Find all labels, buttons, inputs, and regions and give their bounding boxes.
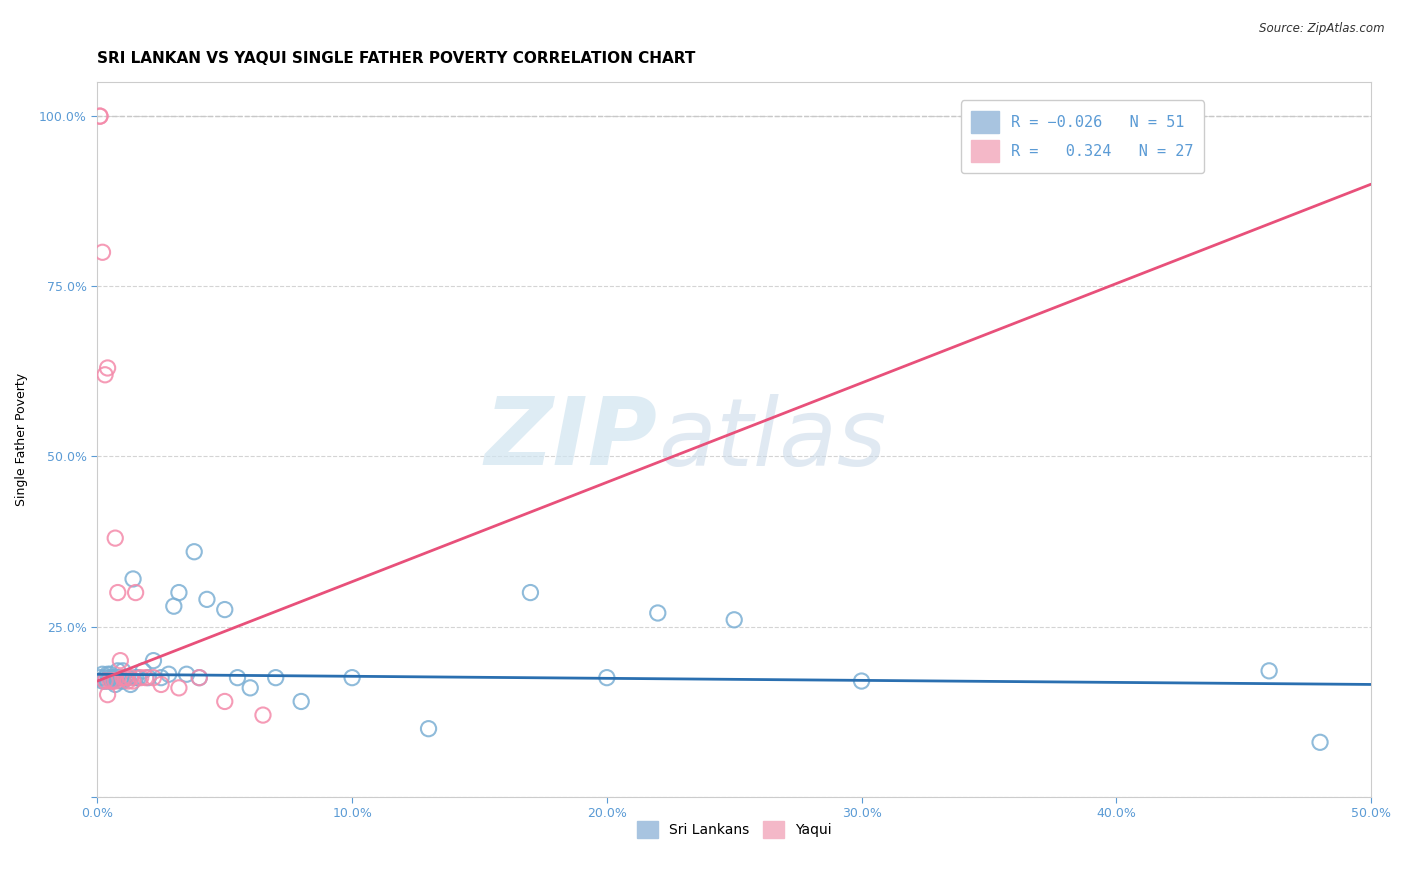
Point [183, 545, 205, 559]
Point [111, 671, 134, 685]
Point [89, 109, 111, 123]
Point [290, 694, 312, 708]
Point [124, 585, 146, 599]
Point [647, 606, 669, 620]
Point [97, 361, 120, 376]
Point [91, 667, 114, 681]
Point [97, 674, 120, 689]
Point [110, 654, 132, 668]
Point [122, 674, 145, 689]
Point [111, 674, 134, 689]
Point [163, 599, 186, 614]
Text: atlas: atlas [658, 394, 886, 485]
Point [94, 674, 117, 689]
Point [596, 671, 619, 685]
Point [340, 671, 363, 685]
Point [91, 245, 114, 260]
Point [138, 671, 160, 685]
Point [135, 671, 157, 685]
Point [132, 664, 155, 678]
Point [188, 671, 211, 685]
Point [122, 572, 145, 586]
Point [124, 671, 146, 685]
Point [110, 674, 132, 689]
Point [110, 671, 132, 685]
Point [101, 671, 124, 685]
Point [104, 671, 127, 685]
Point [117, 671, 139, 685]
Point [264, 671, 287, 685]
Point [723, 613, 745, 627]
Point [107, 664, 129, 678]
Point [94, 368, 117, 382]
Point [107, 671, 129, 685]
Point [1258, 664, 1281, 678]
Point [104, 674, 127, 689]
Point [214, 602, 236, 616]
Point [91, 674, 114, 689]
Point [252, 708, 274, 723]
Point [851, 674, 873, 689]
Point [114, 671, 136, 685]
Point [97, 667, 120, 681]
Point [98, 671, 121, 685]
Point [418, 722, 440, 736]
Point [104, 671, 127, 685]
Point [142, 654, 165, 668]
Text: ZIP: ZIP [485, 393, 658, 485]
Point [104, 677, 127, 691]
Point [157, 667, 180, 681]
Point [127, 671, 149, 685]
Point [101, 674, 124, 689]
Point [1309, 735, 1331, 749]
Point [188, 671, 211, 685]
Point [117, 674, 139, 689]
Point [519, 585, 541, 599]
Point [98, 674, 121, 689]
Point [111, 664, 134, 678]
Text: Source: ZipAtlas.com: Source: ZipAtlas.com [1260, 22, 1385, 36]
Point [97, 688, 120, 702]
Legend: Sri Lankans, Yaqui: Sri Lankans, Yaqui [631, 815, 837, 844]
Point [104, 531, 127, 545]
Point [120, 671, 142, 685]
Point [226, 671, 249, 685]
Point [214, 694, 236, 708]
Point [114, 671, 136, 685]
Point [150, 677, 173, 691]
Point [167, 681, 190, 695]
Point [150, 671, 173, 685]
Point [107, 585, 129, 599]
Point [239, 681, 262, 695]
Text: SRI LANKAN VS YAQUI SINGLE FATHER POVERTY CORRELATION CHART: SRI LANKAN VS YAQUI SINGLE FATHER POVERT… [97, 51, 696, 66]
Point [94, 674, 117, 689]
Point [94, 671, 117, 685]
Point [120, 677, 142, 691]
Point [89, 109, 111, 123]
Point [167, 585, 190, 599]
Point [129, 671, 152, 685]
Point [98, 667, 121, 681]
Point [142, 671, 165, 685]
Point [176, 667, 198, 681]
Y-axis label: Single Father Poverty: Single Father Poverty [15, 373, 28, 506]
Point [101, 674, 124, 689]
Point [195, 592, 218, 607]
Point [89, 671, 111, 685]
